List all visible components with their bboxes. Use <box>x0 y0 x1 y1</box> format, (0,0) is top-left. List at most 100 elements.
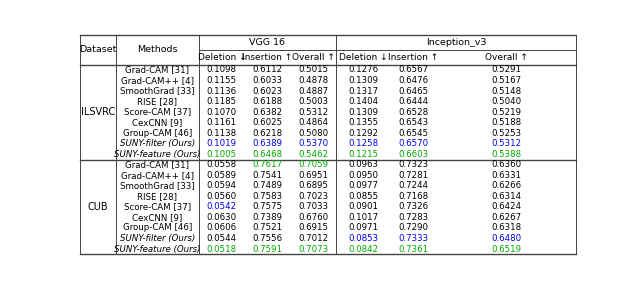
Text: 0.1317: 0.1317 <box>348 87 378 96</box>
Text: 0.6519: 0.6519 <box>491 245 521 253</box>
Text: Dataset: Dataset <box>79 45 116 54</box>
Text: 0.1070: 0.1070 <box>207 108 237 117</box>
Text: 0.7326: 0.7326 <box>398 202 428 211</box>
Text: 0.5219: 0.5219 <box>491 108 521 117</box>
Text: 0.7283: 0.7283 <box>398 213 428 222</box>
Text: 0.4878: 0.4878 <box>298 76 328 85</box>
Text: 0.1292: 0.1292 <box>348 129 378 138</box>
Text: SUNY-feature (Ours): SUNY-feature (Ours) <box>114 245 200 253</box>
Text: 0.0542: 0.0542 <box>207 202 237 211</box>
Text: 0.4864: 0.4864 <box>298 118 328 127</box>
Text: 0.1309: 0.1309 <box>348 76 378 85</box>
Text: CexCNN [9]: CexCNN [9] <box>132 213 182 222</box>
Text: 0.0901: 0.0901 <box>348 202 378 211</box>
Text: 0.1215: 0.1215 <box>348 150 378 159</box>
Text: 0.5167: 0.5167 <box>491 76 521 85</box>
Text: 0.7389: 0.7389 <box>253 213 282 222</box>
Text: RISE [28]: RISE [28] <box>138 97 177 106</box>
Text: 0.5040: 0.5040 <box>491 97 521 106</box>
Text: Methods: Methods <box>137 45 178 54</box>
Text: 0.7290: 0.7290 <box>398 223 428 232</box>
Text: 0.7617: 0.7617 <box>252 160 282 169</box>
Text: Group-CAM [46]: Group-CAM [46] <box>123 223 192 232</box>
Text: 0.7073: 0.7073 <box>298 245 328 253</box>
Text: 0.1155: 0.1155 <box>207 76 237 85</box>
Text: 0.5253: 0.5253 <box>491 129 521 138</box>
Text: 0.6266: 0.6266 <box>491 181 521 190</box>
Text: 0.7583: 0.7583 <box>252 192 282 201</box>
Text: 0.0518: 0.0518 <box>207 245 237 253</box>
Text: Grad-CAM++ [4]: Grad-CAM++ [4] <box>121 171 194 180</box>
Text: 0.5188: 0.5188 <box>491 118 521 127</box>
Text: 0.0842: 0.0842 <box>348 245 378 253</box>
Text: 0.7244: 0.7244 <box>398 181 428 190</box>
Text: 0.6331: 0.6331 <box>491 171 521 180</box>
Text: Inception_v3: Inception_v3 <box>426 38 486 47</box>
Text: 0.7575: 0.7575 <box>252 202 282 211</box>
Text: 0.0558: 0.0558 <box>207 160 237 169</box>
Text: 0.5003: 0.5003 <box>298 97 328 106</box>
Text: 0.1136: 0.1136 <box>207 87 237 96</box>
Text: 0.7489: 0.7489 <box>253 181 282 190</box>
Text: RISE [28]: RISE [28] <box>138 192 177 201</box>
Text: 0.7012: 0.7012 <box>298 234 328 243</box>
Text: Group-CAM [46]: Group-CAM [46] <box>123 129 192 138</box>
Text: 0.0560: 0.0560 <box>207 192 237 201</box>
Text: SUNY-feature (Ours): SUNY-feature (Ours) <box>114 150 200 159</box>
Text: 0.6267: 0.6267 <box>491 213 521 222</box>
Text: 0.6465: 0.6465 <box>398 87 428 96</box>
Text: 0.6218: 0.6218 <box>252 129 282 138</box>
Text: 0.6545: 0.6545 <box>398 129 428 138</box>
Text: 0.6318: 0.6318 <box>491 223 521 232</box>
Text: 0.6389: 0.6389 <box>253 139 282 148</box>
Text: 0.1017: 0.1017 <box>348 213 378 222</box>
Text: 0.1276: 0.1276 <box>348 65 378 75</box>
Text: 0.7361: 0.7361 <box>398 245 428 253</box>
Text: 0.6603: 0.6603 <box>398 150 428 159</box>
Text: 0.6382: 0.6382 <box>252 108 282 117</box>
Text: 0.1019: 0.1019 <box>207 139 237 148</box>
Text: Overall ↑: Overall ↑ <box>292 53 335 62</box>
Text: 0.0950: 0.0950 <box>348 171 378 180</box>
Text: 0.7521: 0.7521 <box>252 223 282 232</box>
Text: 0.0853: 0.0853 <box>348 234 378 243</box>
Text: 0.1161: 0.1161 <box>207 118 237 127</box>
Text: 0.5148: 0.5148 <box>491 87 521 96</box>
Text: 0.6188: 0.6188 <box>252 97 282 106</box>
Text: SUNY-filter (Ours): SUNY-filter (Ours) <box>120 234 195 243</box>
Text: 0.5291: 0.5291 <box>491 65 521 75</box>
Text: 0.6760: 0.6760 <box>298 213 328 222</box>
Text: Grad-CAM++ [4]: Grad-CAM++ [4] <box>121 76 194 85</box>
Text: 0.6480: 0.6480 <box>491 234 521 243</box>
Text: 0.0606: 0.0606 <box>207 223 237 232</box>
Text: 0.5312: 0.5312 <box>298 108 328 117</box>
Text: 0.1005: 0.1005 <box>207 150 237 159</box>
Text: 0.6543: 0.6543 <box>398 118 428 127</box>
Text: 0.7333: 0.7333 <box>398 234 428 243</box>
Text: 0.6951: 0.6951 <box>298 171 328 180</box>
Text: 0.6895: 0.6895 <box>298 181 328 190</box>
Text: 0.7281: 0.7281 <box>398 171 428 180</box>
Text: 0.5015: 0.5015 <box>298 65 328 75</box>
Text: 0.1098: 0.1098 <box>207 65 237 75</box>
Text: 0.7323: 0.7323 <box>398 160 428 169</box>
Text: 0.0630: 0.0630 <box>207 213 237 222</box>
Text: Grad-CAM [31]: Grad-CAM [31] <box>125 65 189 75</box>
Text: 0.4887: 0.4887 <box>298 87 328 96</box>
Text: Deletion ↓: Deletion ↓ <box>198 53 246 62</box>
Text: 0.7168: 0.7168 <box>398 192 428 201</box>
Text: 0.6444: 0.6444 <box>398 97 428 106</box>
Text: 0.6023: 0.6023 <box>252 87 282 96</box>
Text: 0.0544: 0.0544 <box>207 234 237 243</box>
Text: 0.6915: 0.6915 <box>298 223 328 232</box>
Text: 0.1355: 0.1355 <box>348 118 378 127</box>
Text: 0.7033: 0.7033 <box>298 202 328 211</box>
Text: 0.0589: 0.0589 <box>207 171 237 180</box>
Text: VGG 16: VGG 16 <box>250 38 285 47</box>
Text: 0.6567: 0.6567 <box>398 65 428 75</box>
Text: 0.1138: 0.1138 <box>207 129 237 138</box>
Text: ILSVRC: ILSVRC <box>81 107 115 117</box>
Text: 0.7591: 0.7591 <box>253 245 282 253</box>
Text: Insertion ↑: Insertion ↑ <box>243 53 292 62</box>
Text: 0.6468: 0.6468 <box>252 150 282 159</box>
